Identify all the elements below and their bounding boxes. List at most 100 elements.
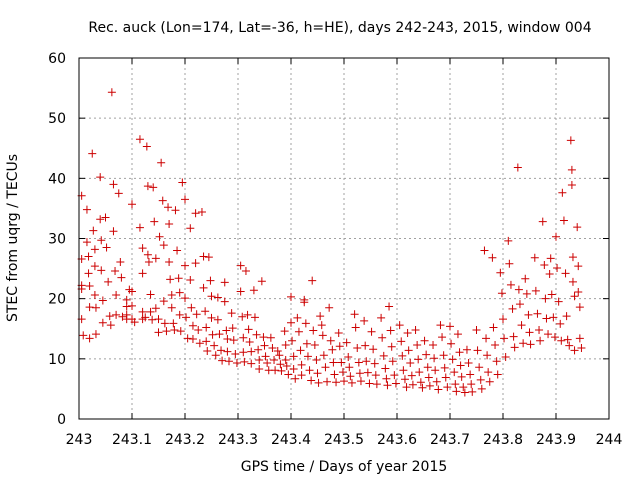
data-point — [552, 232, 560, 241]
y-tick-label: 10 — [48, 352, 66, 368]
data-point — [85, 282, 94, 291]
data-point — [345, 363, 354, 372]
data-point — [574, 288, 583, 297]
data-point — [398, 351, 407, 360]
data-point — [151, 304, 160, 313]
data-point — [109, 180, 118, 189]
data-point — [182, 313, 191, 322]
data-point — [540, 260, 549, 269]
data-point — [223, 334, 232, 343]
data-point — [340, 377, 348, 386]
data-point — [420, 336, 429, 345]
data-point — [453, 330, 462, 339]
data-point — [430, 354, 439, 363]
data-point — [223, 347, 232, 356]
data-point — [313, 369, 322, 378]
data-point — [407, 371, 416, 380]
data-point — [448, 355, 457, 364]
data-point — [450, 368, 459, 377]
data-point — [128, 287, 136, 296]
data-point — [536, 336, 545, 345]
data-point — [273, 347, 282, 356]
data-point — [570, 292, 579, 301]
data-point — [259, 333, 268, 342]
data-point — [143, 182, 152, 191]
data-point — [227, 309, 236, 318]
data-point — [559, 216, 568, 225]
data-point — [547, 290, 556, 299]
data-point — [554, 297, 563, 306]
data-point — [204, 253, 213, 262]
data-point — [367, 327, 376, 336]
data-point — [268, 344, 277, 353]
data-point — [413, 340, 422, 349]
data-point — [98, 296, 107, 305]
data-point — [247, 359, 256, 368]
data-point — [575, 303, 584, 312]
data-point — [154, 315, 163, 324]
data-point — [82, 238, 91, 247]
data-point — [530, 253, 539, 262]
data-point — [101, 213, 110, 222]
data-point — [542, 314, 551, 323]
data-point — [98, 318, 107, 327]
data-point — [162, 327, 171, 336]
data-point — [160, 319, 169, 328]
data-point — [300, 298, 309, 307]
data-point — [257, 277, 266, 286]
data-points — [77, 88, 586, 397]
data-point — [386, 326, 395, 335]
data-point — [88, 149, 97, 158]
data-point — [135, 223, 144, 232]
data-point — [202, 337, 211, 346]
data-point — [143, 250, 152, 259]
data-point — [289, 352, 298, 361]
data-point — [186, 276, 195, 285]
data-point — [176, 327, 185, 336]
data-point — [281, 340, 290, 349]
data-point — [165, 257, 174, 266]
data-point — [138, 244, 147, 253]
data-point — [236, 287, 245, 296]
data-point — [351, 323, 360, 332]
data-point — [159, 297, 168, 306]
data-point — [303, 352, 312, 361]
x-tick-labels: 243 243.1 243.2 243.3 243.4 243.5 243.6 243.7 24… — [66, 432, 623, 448]
data-point — [90, 245, 99, 254]
data-point — [388, 357, 397, 366]
data-point — [363, 368, 372, 377]
data-point — [105, 312, 114, 321]
data-point — [220, 297, 229, 306]
data-point — [489, 323, 498, 332]
data-point — [525, 328, 534, 337]
data-point — [472, 325, 481, 334]
data-point — [346, 372, 355, 381]
data-point — [440, 363, 449, 372]
data-point — [575, 334, 584, 343]
data-point — [281, 356, 290, 365]
x-tick-label: 243.3 — [218, 432, 258, 448]
data-point — [287, 318, 295, 327]
data-point — [252, 330, 261, 339]
data-point — [467, 380, 476, 389]
data-point — [319, 351, 328, 360]
data-point — [215, 330, 224, 339]
data-point — [240, 357, 249, 366]
data-point — [561, 269, 570, 278]
data-point — [96, 173, 105, 182]
data-point — [308, 276, 317, 285]
data-point — [111, 266, 120, 275]
data-point — [207, 292, 216, 301]
data-point — [232, 359, 241, 368]
data-point — [383, 381, 392, 390]
data-point — [222, 326, 231, 335]
data-point — [533, 309, 542, 318]
x-tick-label: 243.4 — [271, 432, 311, 448]
data-point — [244, 325, 253, 334]
plot-frame — [78, 57, 610, 420]
data-point — [480, 246, 489, 255]
data-point — [451, 380, 460, 389]
data-point — [456, 361, 465, 370]
data-point — [90, 291, 99, 300]
